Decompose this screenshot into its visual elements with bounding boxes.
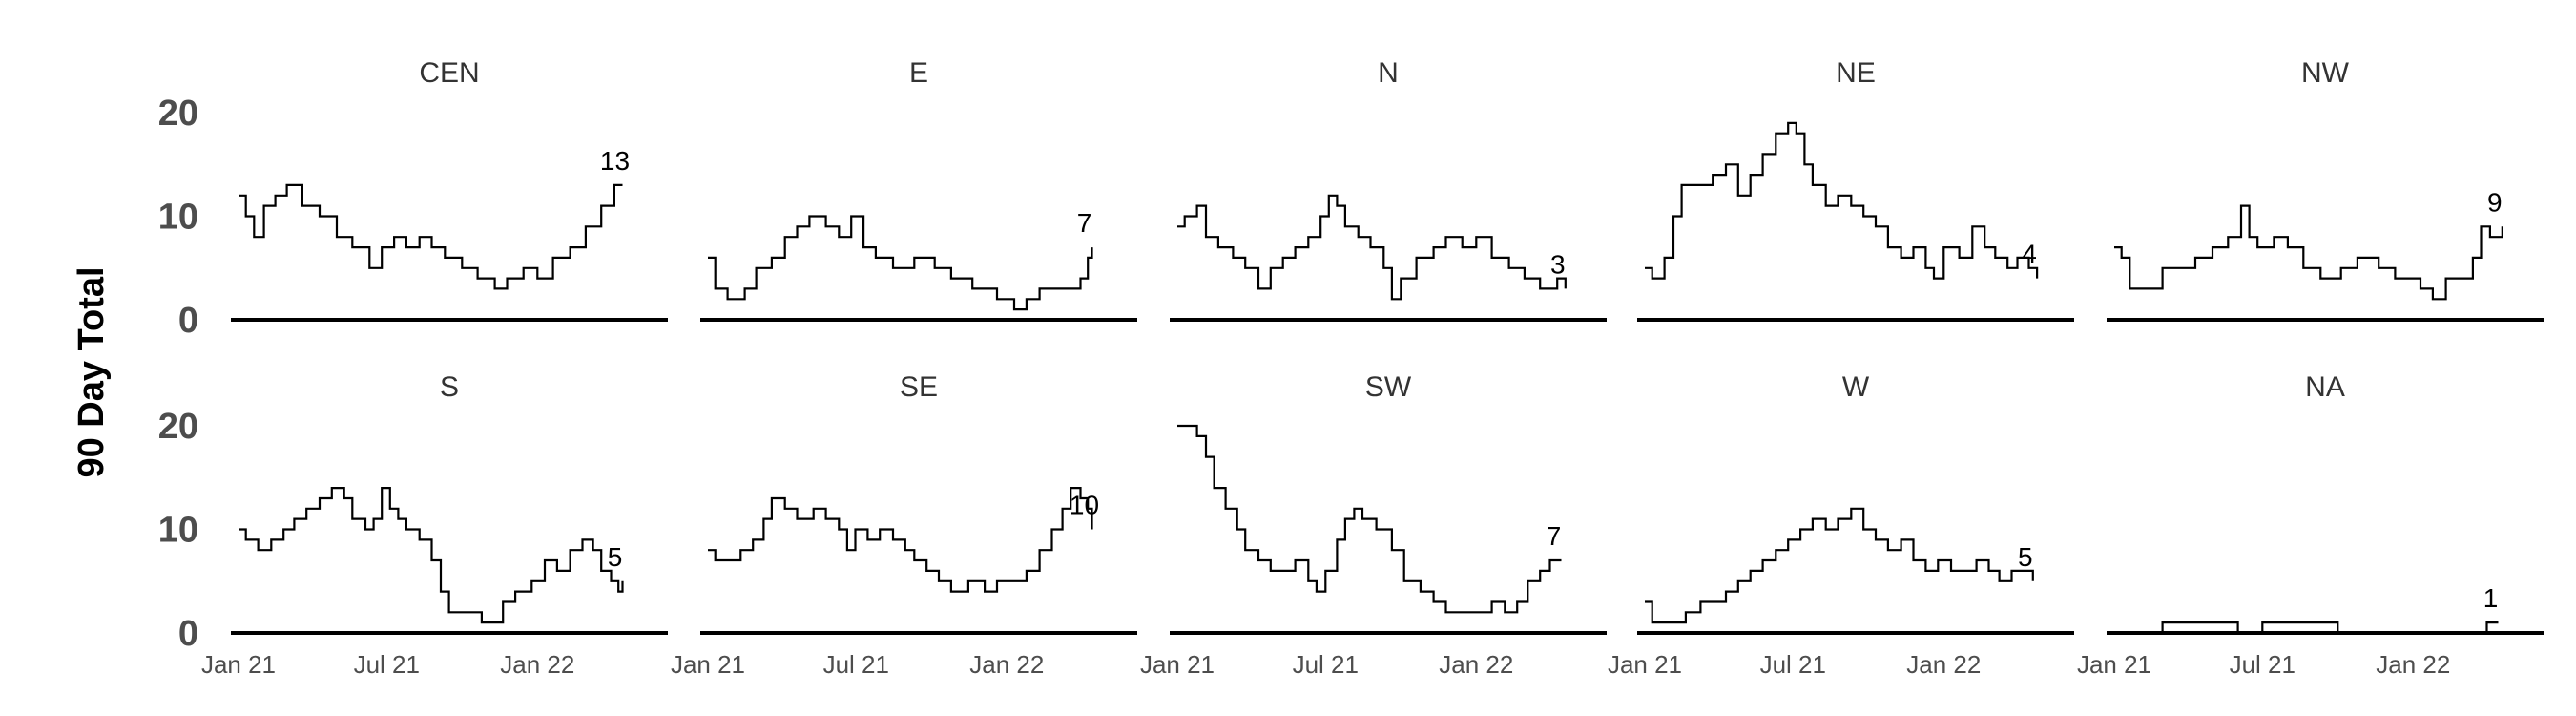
end-label-sw: 7 [1547, 521, 1562, 551]
panel-na: NA 1 [2107, 371, 2544, 635]
series-line-ne [1645, 121, 2039, 280]
panel-title-n: N [1378, 57, 1399, 89]
y-axis-title: 90 Day Total [72, 266, 112, 477]
x-tick-label: Jan 21 [201, 650, 276, 679]
panel-title-na: NA [2305, 371, 2345, 403]
x-tick-label: Jan 22 [969, 650, 1044, 679]
panel-title-cen: CEN [419, 57, 479, 89]
x-tick-label: Jan 22 [1906, 650, 1981, 679]
end-label-ne: 4 [2022, 240, 2037, 269]
panel-title-w: W [1842, 371, 1870, 403]
end-label-na: 1 [2483, 583, 2499, 613]
x-tick-label: Jan 21 [1140, 650, 1215, 679]
panel-sw: SW 7 [1170, 371, 1607, 635]
panel-ne: NE 4 [1637, 57, 2074, 322]
end-label-w: 5 [2018, 542, 2033, 572]
x-tick-label: Jan 22 [500, 650, 574, 679]
x-tick-label: Jan 21 [671, 650, 745, 679]
series-line-cen [239, 183, 623, 290]
panel-w: W5 [1637, 371, 2074, 635]
panel-e: E7 [700, 57, 1137, 322]
series-line-w [1645, 507, 2034, 624]
y-tick-label: 0 [178, 614, 198, 654]
panel-title-ne: NE [1836, 57, 1876, 89]
y-tick-label: 10 [158, 511, 198, 551]
y-tick-label: 0 [178, 301, 198, 341]
x-tick-label: Jul 21 [1293, 650, 1359, 679]
x-tick-label: Jul 21 [354, 650, 420, 679]
x-tick-label: Jan 22 [2376, 650, 2450, 679]
end-label-e: 7 [1077, 208, 1092, 238]
y-tick-label: 10 [158, 198, 198, 238]
panel-title-s: S [440, 371, 459, 403]
series-line-na [2114, 621, 2499, 635]
panel-title-e: E [909, 57, 928, 89]
series-line-sw [1177, 424, 1562, 614]
panel-nw: NW 9 [2107, 57, 2544, 322]
y-tick-label: 20 [158, 94, 198, 134]
end-label-n: 3 [1550, 249, 1566, 279]
series-line-nw [2114, 204, 2503, 301]
x-tick-label: Jan 21 [1608, 650, 1682, 679]
panel-n: N3 [1170, 57, 1607, 322]
panel-s: S5 [231, 371, 668, 635]
x-tick-label: Jul 21 [823, 650, 889, 679]
panel-title-se: SE [900, 371, 938, 403]
panel-title-sw: SW [1365, 371, 1412, 403]
x-tick-label: Jan 22 [1439, 650, 1513, 679]
series-line-s [239, 487, 624, 624]
end-label-s: 5 [608, 542, 623, 572]
panel-se: SE 10 [700, 371, 1137, 635]
panel-title-nw: NW [2301, 57, 2350, 89]
x-tick-label: Jul 21 [2230, 650, 2296, 679]
series-line-se [708, 487, 1093, 593]
series-line-n [1177, 194, 1567, 301]
end-label-nw: 9 [2487, 187, 2503, 217]
y-tick-label: 20 [158, 407, 198, 447]
x-tick-label: Jul 21 [1760, 650, 1826, 679]
end-label-cen: 13 [600, 146, 630, 176]
series-line-e [708, 215, 1093, 311]
end-label-se: 10 [1070, 491, 1099, 520]
panel-cen: CEN 13 [231, 57, 668, 322]
x-tick-label: Jan 21 [2077, 650, 2151, 679]
